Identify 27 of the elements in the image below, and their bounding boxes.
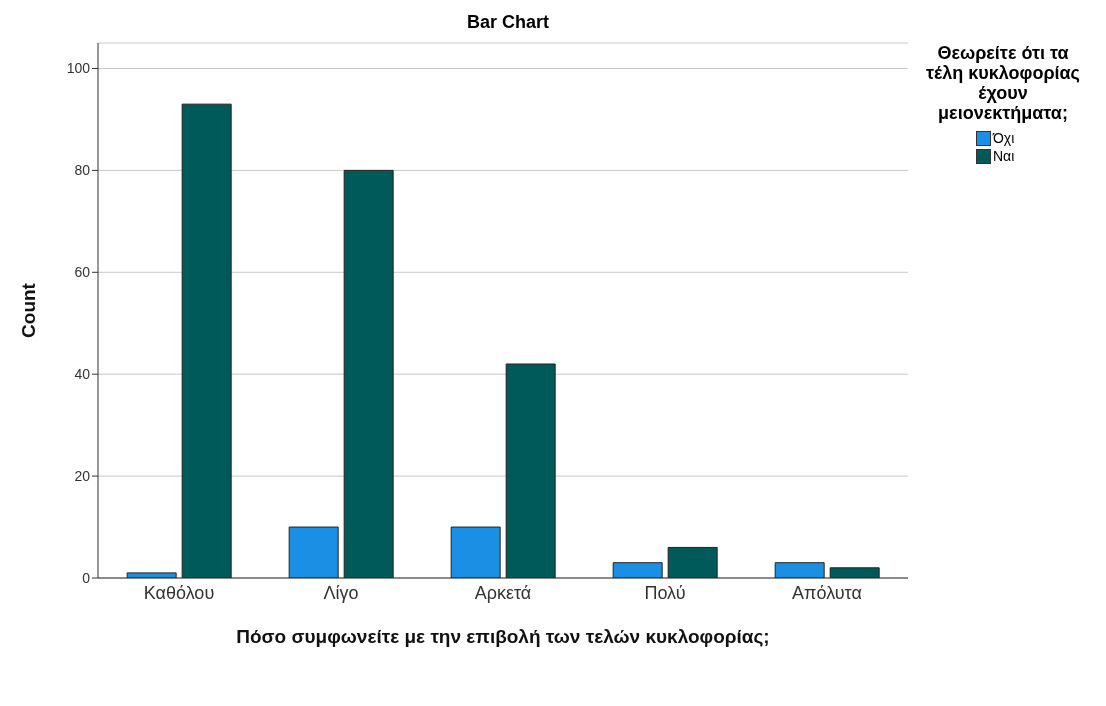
legend-title: Θεωρείτε ότι τα τέλη κυκλοφορίας έχουν μειονεκτήματα; [925, 43, 1081, 123]
bar [126, 572, 177, 578]
bar [774, 562, 825, 578]
y-axis-title: Count [17, 282, 39, 338]
bar [181, 103, 232, 578]
x-tick-label: Απόλυτα [792, 582, 862, 603]
bar [505, 363, 556, 578]
y-tick-label: 20 [74, 468, 91, 485]
x-tick-label: Καθόλου [143, 582, 215, 603]
chart-title: Bar Chart [466, 12, 550, 33]
y-tick-label: 40 [74, 366, 91, 383]
y-tick-label: 80 [74, 162, 91, 179]
bar [829, 567, 880, 578]
x-tick-label: Πολύ [644, 582, 686, 603]
bar [667, 546, 718, 578]
x-tick-label: Αρκετά [474, 582, 532, 603]
x-axis-title: Πόσο συμφωνείτε με την επιβολή των τελών κυκλοφορίας; [236, 626, 770, 647]
bar [450, 526, 501, 578]
bar [612, 562, 663, 578]
bar [288, 526, 339, 578]
x-tick-label: Λίγο [323, 582, 359, 603]
y-tick-label: 0 [82, 569, 91, 586]
bar [343, 169, 394, 578]
legend-label: Ναι [993, 148, 1015, 164]
y-tick-label: 60 [74, 264, 91, 281]
legend-label: Όχι [993, 130, 1015, 146]
y-tick-label: 100 [66, 60, 91, 77]
